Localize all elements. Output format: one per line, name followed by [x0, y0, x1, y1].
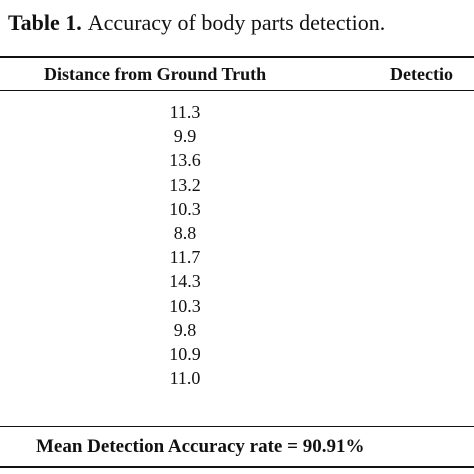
column-header-detection: Detectio: [390, 64, 453, 84]
table-row: 10.3: [169, 198, 201, 219]
table-row: 8.8: [173, 222, 197, 243]
table-row: 10.3: [169, 295, 201, 316]
table-row: 9.9: [173, 126, 197, 147]
table-body: 11.3 9.9 13.6 13.2 10.3 8.8 11.7 14.3 10…: [0, 100, 370, 390]
column-header-distance: Distance from Ground Truth: [44, 64, 267, 84]
table-row: 13.2: [169, 174, 201, 195]
table-caption-text: Accuracy of body parts detection.: [87, 10, 386, 35]
table-caption-label: Table 1.: [8, 10, 82, 35]
table-row: 13.6: [169, 150, 201, 171]
table-top-rule: [0, 56, 474, 58]
table-caption: Table 1. Accuracy of body parts detection…: [8, 10, 385, 36]
table-footer: Mean Detection Accuracy rate = 90.91%: [36, 436, 365, 457]
table-row: 11.0: [169, 368, 201, 389]
table-row: 9.8: [173, 319, 197, 340]
table-bottom-rule: [0, 466, 474, 468]
header-divider: [0, 90, 474, 91]
table-row: 10.9: [169, 343, 201, 364]
table-row: 14.3: [169, 271, 201, 292]
table-row: 11.7: [169, 247, 201, 268]
table-row: 11.3: [169, 102, 201, 122]
footer-divider: [0, 426, 474, 427]
